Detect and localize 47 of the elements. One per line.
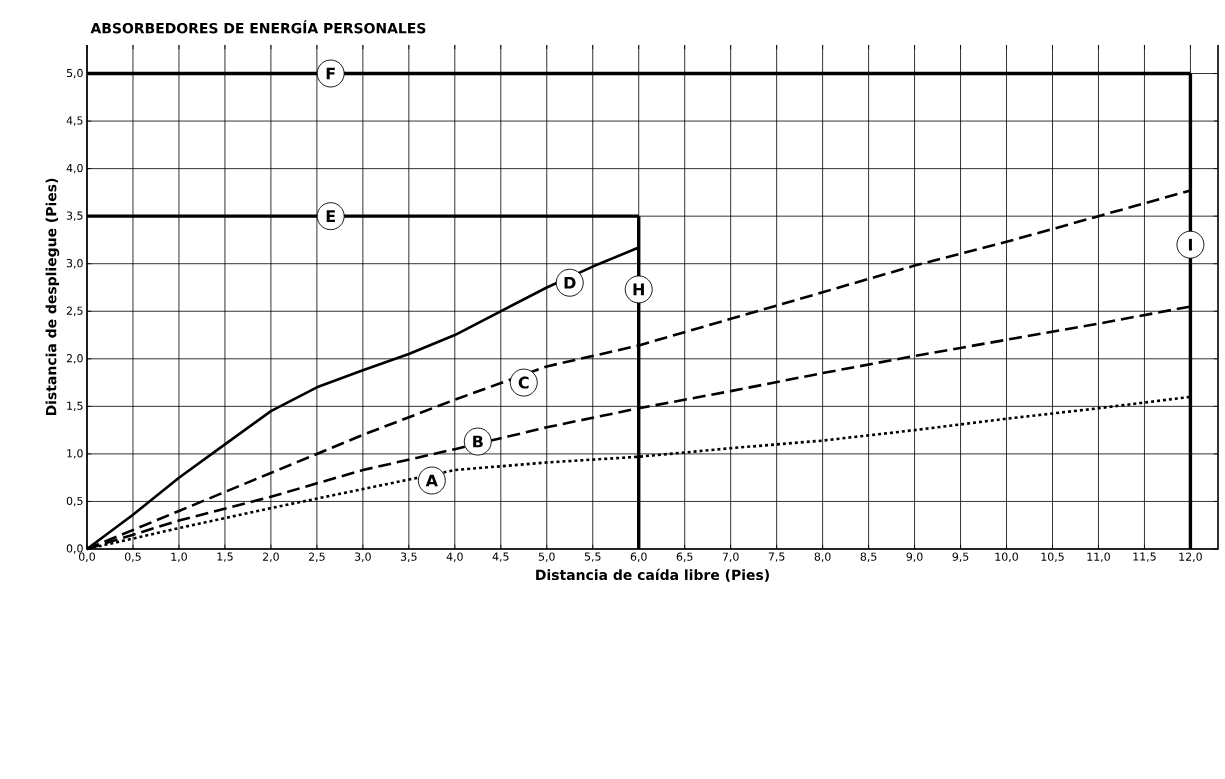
x-tick-label: 2,0 [262, 552, 279, 562]
x-tick-label: 0,5 [124, 552, 141, 562]
annotation: D [564, 276, 576, 289]
x-tick-label: 8,5 [860, 552, 877, 562]
x-tick-label: 6,0 [630, 552, 647, 562]
y-tick-label: 3,5 [66, 211, 83, 221]
y-tick-label: 1,5 [67, 401, 83, 411]
y-tick-label: 2,5 [66, 306, 83, 316]
x-tick-label: 11,0 [1087, 552, 1110, 562]
y-tick-label: 4,0 [66, 163, 83, 174]
x-tick-label: 9,0 [906, 552, 923, 562]
x-tick-label: 4,5 [492, 552, 509, 562]
y-tick-label: 1,0 [67, 449, 83, 459]
y-axis-title: Distancia de despliegue (Pies) [45, 178, 60, 416]
x-tick-label: 5,0 [538, 552, 555, 562]
x-tick-label: 7,5 [768, 552, 785, 562]
x-tick-label: 1,0 [171, 552, 187, 562]
x-tick-label: 0,0 [79, 552, 95, 562]
y-tick-label: 4,5 [66, 116, 83, 126]
x-tick-label: 8,0 [814, 552, 831, 562]
y-tick-label: 0,0 [66, 544, 83, 554]
x-tick-label: 3,5 [400, 552, 417, 562]
x-tick-label: 5,5 [584, 552, 601, 562]
annotation: H [633, 283, 644, 296]
x-tick-label: 10,0 [995, 552, 1018, 562]
annotation: E [326, 210, 335, 222]
x-tick-label: 7,0 [722, 552, 739, 562]
annotation: C [518, 376, 529, 389]
annotation: I [1188, 238, 1192, 251]
x-tick-label: 1,5 [217, 552, 233, 562]
x-tick-label: 11,5 [1133, 552, 1156, 562]
chart-title: ABSORBEDORES DE ENERGÍA PERSONALES [90, 20, 426, 34]
y-tick-label: 2,0 [66, 354, 83, 364]
y-tick-label: 3,0 [66, 259, 83, 269]
annotation: A [425, 474, 438, 487]
x-tick-label: 4,0 [446, 552, 463, 562]
x-axis-title: Distancia de caída libre (Pies) [536, 568, 769, 582]
y-tick-label: 5,0 [66, 68, 83, 79]
y-tick-label: 0,5 [66, 496, 83, 507]
x-tick-label: 10,5 [1041, 552, 1064, 562]
annotation: F [326, 67, 335, 80]
annotation: B [473, 435, 483, 448]
x-tick-label: 12,0 [1179, 552, 1202, 562]
x-tick-label: 2,5 [308, 552, 325, 562]
x-tick-label: 3,0 [354, 552, 371, 562]
x-tick-label: 6,5 [676, 552, 693, 562]
x-tick-label: 9,5 [952, 552, 969, 562]
